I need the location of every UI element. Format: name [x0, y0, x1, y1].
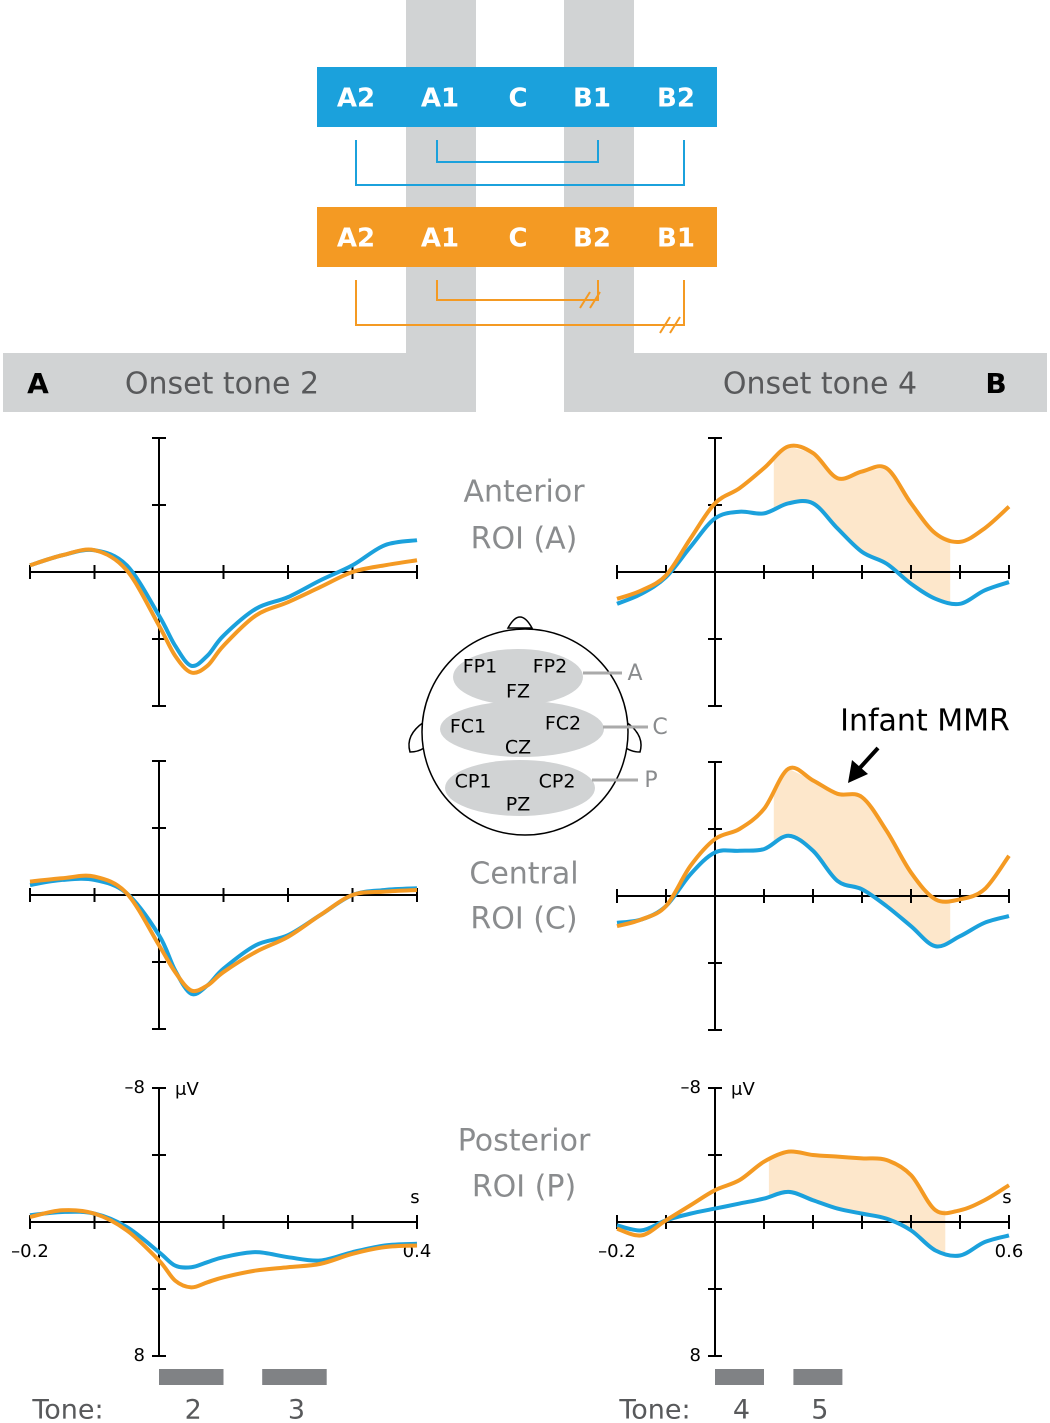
tone-caption: Tone: [31, 1395, 103, 1423]
tone-bar [262, 1369, 327, 1385]
electrode-label: FP1 [463, 656, 497, 678]
header: Onset tone 4 [723, 367, 917, 402]
erp-line [616, 833, 1010, 949]
y-tick-label: –8 [681, 1077, 701, 1098]
sequence-label: C [508, 84, 527, 114]
header-bar [564, 353, 1047, 412]
y-tick-label: 8 [134, 1345, 145, 1366]
header: A [27, 367, 49, 400]
y-tick-label: –8 [125, 1077, 145, 1098]
x-tick-label: –0.2 [598, 1241, 636, 1262]
y-tick-label: 8 [690, 1345, 701, 1366]
roi-label: Central [469, 857, 578, 892]
region-oval [445, 760, 595, 816]
background-layout [3, 0, 1047, 412]
region-label: P [644, 768, 657, 793]
roi-label: Anterior [463, 475, 585, 510]
electrode-label: FP2 [533, 656, 567, 678]
electrode-label: CP2 [539, 771, 576, 793]
roi-label: ROI (C) [470, 902, 577, 937]
mmr-shade [773, 446, 951, 602]
sequence-bar [317, 207, 717, 267]
sequence-label: C [508, 224, 527, 254]
header: B [985, 367, 1006, 400]
erp-line [29, 873, 418, 994]
header-bar [3, 353, 476, 412]
head [408, 616, 648, 836]
x-tick-label: 0.6 [995, 1241, 1024, 1262]
break-mark [659, 316, 681, 334]
tone-bar [793, 1369, 843, 1385]
panel [29, 760, 418, 1030]
tone-bar [159, 1369, 224, 1385]
tone-caption: Tone: [618, 1395, 690, 1423]
header: Onset tone 2 [125, 367, 319, 402]
bracket [355, 140, 685, 186]
electrode-label: CP1 [455, 771, 492, 793]
region-oval [453, 649, 583, 705]
sequence-label: A1 [421, 84, 459, 114]
ear [625, 720, 642, 753]
electrode-label: CZ [505, 737, 531, 759]
erp-line [29, 547, 418, 675]
ear [408, 720, 425, 753]
sequence-label: B2 [657, 84, 695, 114]
roi-label: ROI (P) [472, 1170, 576, 1205]
bracket [436, 280, 599, 301]
y-axis-label: μV [175, 1079, 199, 1100]
nose [506, 616, 534, 629]
band [406, 0, 476, 412]
band [564, 0, 634, 412]
erp-line [616, 1149, 1011, 1238]
tone-label: 2 [185, 1395, 202, 1423]
sequence-label: B1 [573, 84, 611, 114]
break-mark [579, 291, 601, 309]
annotation-arrow [856, 746, 880, 772]
sequence-label: A2 [337, 84, 375, 114]
x-axis-label: s [1002, 1187, 1011, 1208]
sequence-label: B2 [573, 224, 611, 254]
tone-label: 5 [811, 1395, 828, 1423]
panel [616, 437, 1011, 707]
region-label: A [627, 661, 642, 686]
roi-label: ROI (A) [471, 522, 578, 557]
electrode-label: PZ [506, 794, 530, 816]
brackets [355, 140, 685, 334]
mmr-shade [773, 768, 951, 947]
panel [29, 437, 418, 707]
erp-line [616, 443, 1011, 601]
sequence-bar [317, 67, 717, 127]
sequence-label: A1 [421, 224, 459, 254]
arrow-head [848, 760, 868, 783]
bracket [436, 140, 599, 163]
sequence-label: B1 [657, 224, 695, 254]
panel: –0.2 0.6 –8 8 μV s Tone: 4 5 [598, 1077, 1023, 1423]
electrode-label: FC2 [545, 713, 581, 735]
roi-label: Posterior [458, 1124, 591, 1159]
mmr-shade [768, 1151, 946, 1253]
x-axis-label: s [410, 1187, 419, 1208]
electrode-label: FZ [506, 681, 530, 703]
erp-line [616, 499, 1010, 607]
erp-line [29, 1208, 418, 1290]
tone-label: 3 [288, 1395, 305, 1423]
tone-label: 4 [733, 1395, 750, 1423]
region-label: C [652, 715, 667, 740]
annotation: Infant MMR [840, 704, 1010, 739]
sequence-label: A2 [337, 224, 375, 254]
region-oval [440, 701, 604, 757]
electrode-label: FC1 [450, 716, 486, 738]
erp-line [616, 1189, 1010, 1258]
x-tick-label: –0.2 [11, 1241, 49, 1262]
y-axis-label: μV [731, 1079, 755, 1100]
tone-bar [715, 1369, 764, 1385]
panel: Infant MMR [616, 704, 1011, 1031]
bracket [355, 280, 685, 326]
erp-line [616, 765, 1011, 929]
